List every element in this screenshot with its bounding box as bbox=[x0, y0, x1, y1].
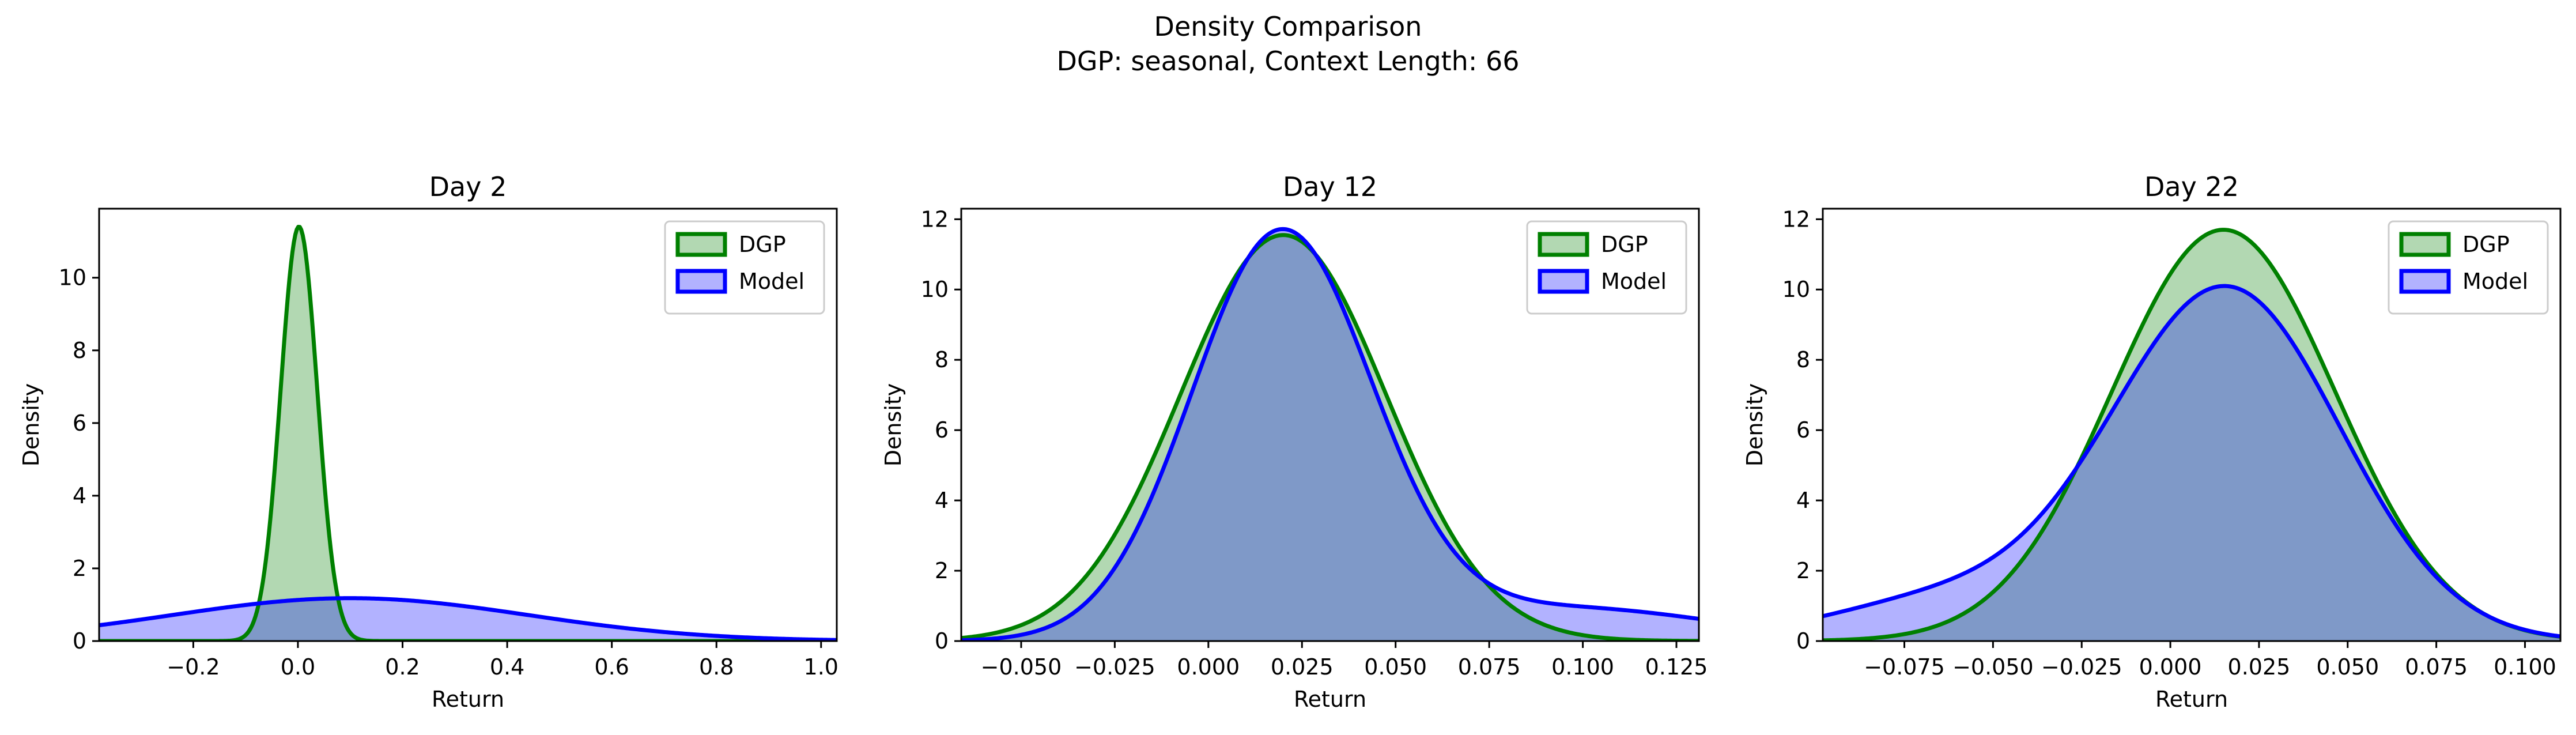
x-tick-label: 0.000 bbox=[1177, 654, 1240, 680]
y-tick-label: 0 bbox=[1796, 628, 1810, 654]
panel-title: Day 2 bbox=[429, 171, 507, 202]
x-tick-label: 0.025 bbox=[2228, 654, 2291, 680]
legend-swatch-model bbox=[2399, 269, 2451, 294]
y-tick-label: 6 bbox=[935, 417, 949, 443]
overlap-fill bbox=[99, 598, 837, 641]
y-tick-label: 10 bbox=[59, 265, 86, 291]
plot-area bbox=[1823, 228, 2560, 641]
overlap-fill bbox=[1823, 286, 2560, 641]
legend-swatch-dgp bbox=[675, 232, 727, 257]
x-tick-label: −0.050 bbox=[981, 654, 1062, 680]
legend-label-model: Model bbox=[1601, 269, 1667, 294]
legend-swatch-model bbox=[1538, 269, 1589, 294]
x-tick-label: 0.8 bbox=[699, 654, 734, 680]
y-tick-label: 6 bbox=[1796, 417, 1810, 443]
y-tick-label: 4 bbox=[935, 488, 949, 513]
x-tick-label: 0.000 bbox=[2139, 654, 2202, 680]
x-tick-label: 0.050 bbox=[2316, 654, 2379, 680]
legend: DGP Model bbox=[2388, 220, 2549, 315]
x-axis-label: Return bbox=[2155, 687, 2228, 712]
legend-swatch-dgp bbox=[1538, 232, 1589, 257]
panel-3: −0.075 −0.050 −0.025 0.000 0.025 0.050 0.075 0.… bbox=[1742, 171, 2562, 712]
model-density-line bbox=[99, 596, 837, 641]
x-tick-label: 0.025 bbox=[1271, 654, 1334, 680]
x-tick-label: 0.050 bbox=[1364, 654, 1427, 680]
x-tick-label: −0.2 bbox=[167, 654, 220, 680]
figure-subtitle: DGP: seasonal, Context Length: 66 bbox=[1056, 46, 1519, 77]
y-tick-label: 10 bbox=[1782, 277, 1810, 302]
x-tick-label: −0.075 bbox=[1864, 654, 1945, 680]
x-tick-label: 0.075 bbox=[1458, 654, 1521, 680]
axes-frame bbox=[98, 208, 838, 642]
y-tick-label: 6 bbox=[73, 410, 86, 436]
x-tick-label: 0.100 bbox=[1551, 654, 1614, 680]
x-tick-label: −0.025 bbox=[1074, 654, 1155, 680]
panel-1: −0.2 0.0 0.2 0.4 0.6 0.8 1.0 0 2 4 6 8 10 Day 2 Return… bbox=[18, 171, 838, 712]
axes-frame bbox=[960, 208, 1700, 642]
x-tick-label: 0.125 bbox=[1645, 654, 1708, 680]
x-axis-label: Return bbox=[1294, 687, 1366, 712]
legend-label-model: Model bbox=[739, 269, 804, 294]
x-tick-label: 0.0 bbox=[281, 654, 315, 680]
y-axis-label: Density bbox=[1742, 383, 1767, 466]
y-axis-label: Density bbox=[881, 383, 906, 466]
y-tick-label: 2 bbox=[1796, 558, 1810, 583]
x-tick-label: 0.4 bbox=[490, 654, 524, 680]
x-tick-label: 0.075 bbox=[2405, 654, 2468, 680]
plot-area bbox=[961, 227, 1699, 641]
y-tick-label: 8 bbox=[935, 347, 949, 372]
model-density-line bbox=[1823, 284, 2560, 639]
panel-title: Day 12 bbox=[1283, 171, 1377, 202]
legend-swatch-dgp bbox=[2399, 232, 2451, 257]
legend-swatch-model bbox=[675, 269, 727, 294]
y-axis-label: Density bbox=[18, 383, 44, 466]
y-tick-label: 0 bbox=[935, 628, 949, 654]
chart-panels: −0.2 0.0 0.2 0.4 0.6 0.8 1.0 0 2 4 6 8 10 Day 2 Return… bbox=[18, 171, 2562, 712]
legend-label-dgp: DGP bbox=[739, 232, 786, 257]
y-tick-label: 0 bbox=[73, 628, 86, 654]
legend: DGP Model bbox=[664, 220, 825, 315]
model-density-line bbox=[961, 227, 1699, 641]
x-tick-label: −0.025 bbox=[2041, 654, 2122, 680]
dgp-density-line bbox=[961, 233, 1699, 641]
y-tick-label: 12 bbox=[921, 206, 949, 232]
y-tick-label: 8 bbox=[73, 338, 86, 363]
legend: DGP Model bbox=[1526, 220, 1687, 315]
x-axis-label: Return bbox=[432, 687, 504, 712]
y-tick-label: 2 bbox=[935, 558, 949, 583]
figure-title: Density Comparison bbox=[1154, 11, 1422, 42]
legend-label-dgp: DGP bbox=[1601, 232, 1648, 257]
x-tick-label: 0.6 bbox=[594, 654, 629, 680]
y-tick-label: 8 bbox=[1796, 347, 1810, 372]
x-tick-label: 1.0 bbox=[804, 654, 838, 680]
panel-title: Day 22 bbox=[2144, 171, 2239, 202]
dgp-density-fill bbox=[99, 227, 837, 641]
legend-label-model: Model bbox=[2462, 269, 2528, 294]
axes-frame bbox=[1822, 208, 2562, 642]
y-tick-label: 4 bbox=[1796, 488, 1810, 513]
y-tick-label: 10 bbox=[921, 277, 949, 302]
x-tick-label: 0.2 bbox=[385, 654, 420, 680]
legend-label-dgp: DGP bbox=[2462, 232, 2510, 257]
overlap-fill bbox=[961, 235, 1699, 641]
panel-2: −0.050 −0.025 0.000 0.025 0.050 0.075 0.100 0.1… bbox=[881, 171, 1708, 712]
y-tick-label: 12 bbox=[1782, 206, 1810, 232]
y-tick-label: 2 bbox=[73, 556, 86, 581]
x-tick-label: 0.100 bbox=[2494, 654, 2556, 680]
y-tick-label: 4 bbox=[73, 483, 86, 508]
x-tick-label: −0.050 bbox=[1952, 654, 2034, 680]
